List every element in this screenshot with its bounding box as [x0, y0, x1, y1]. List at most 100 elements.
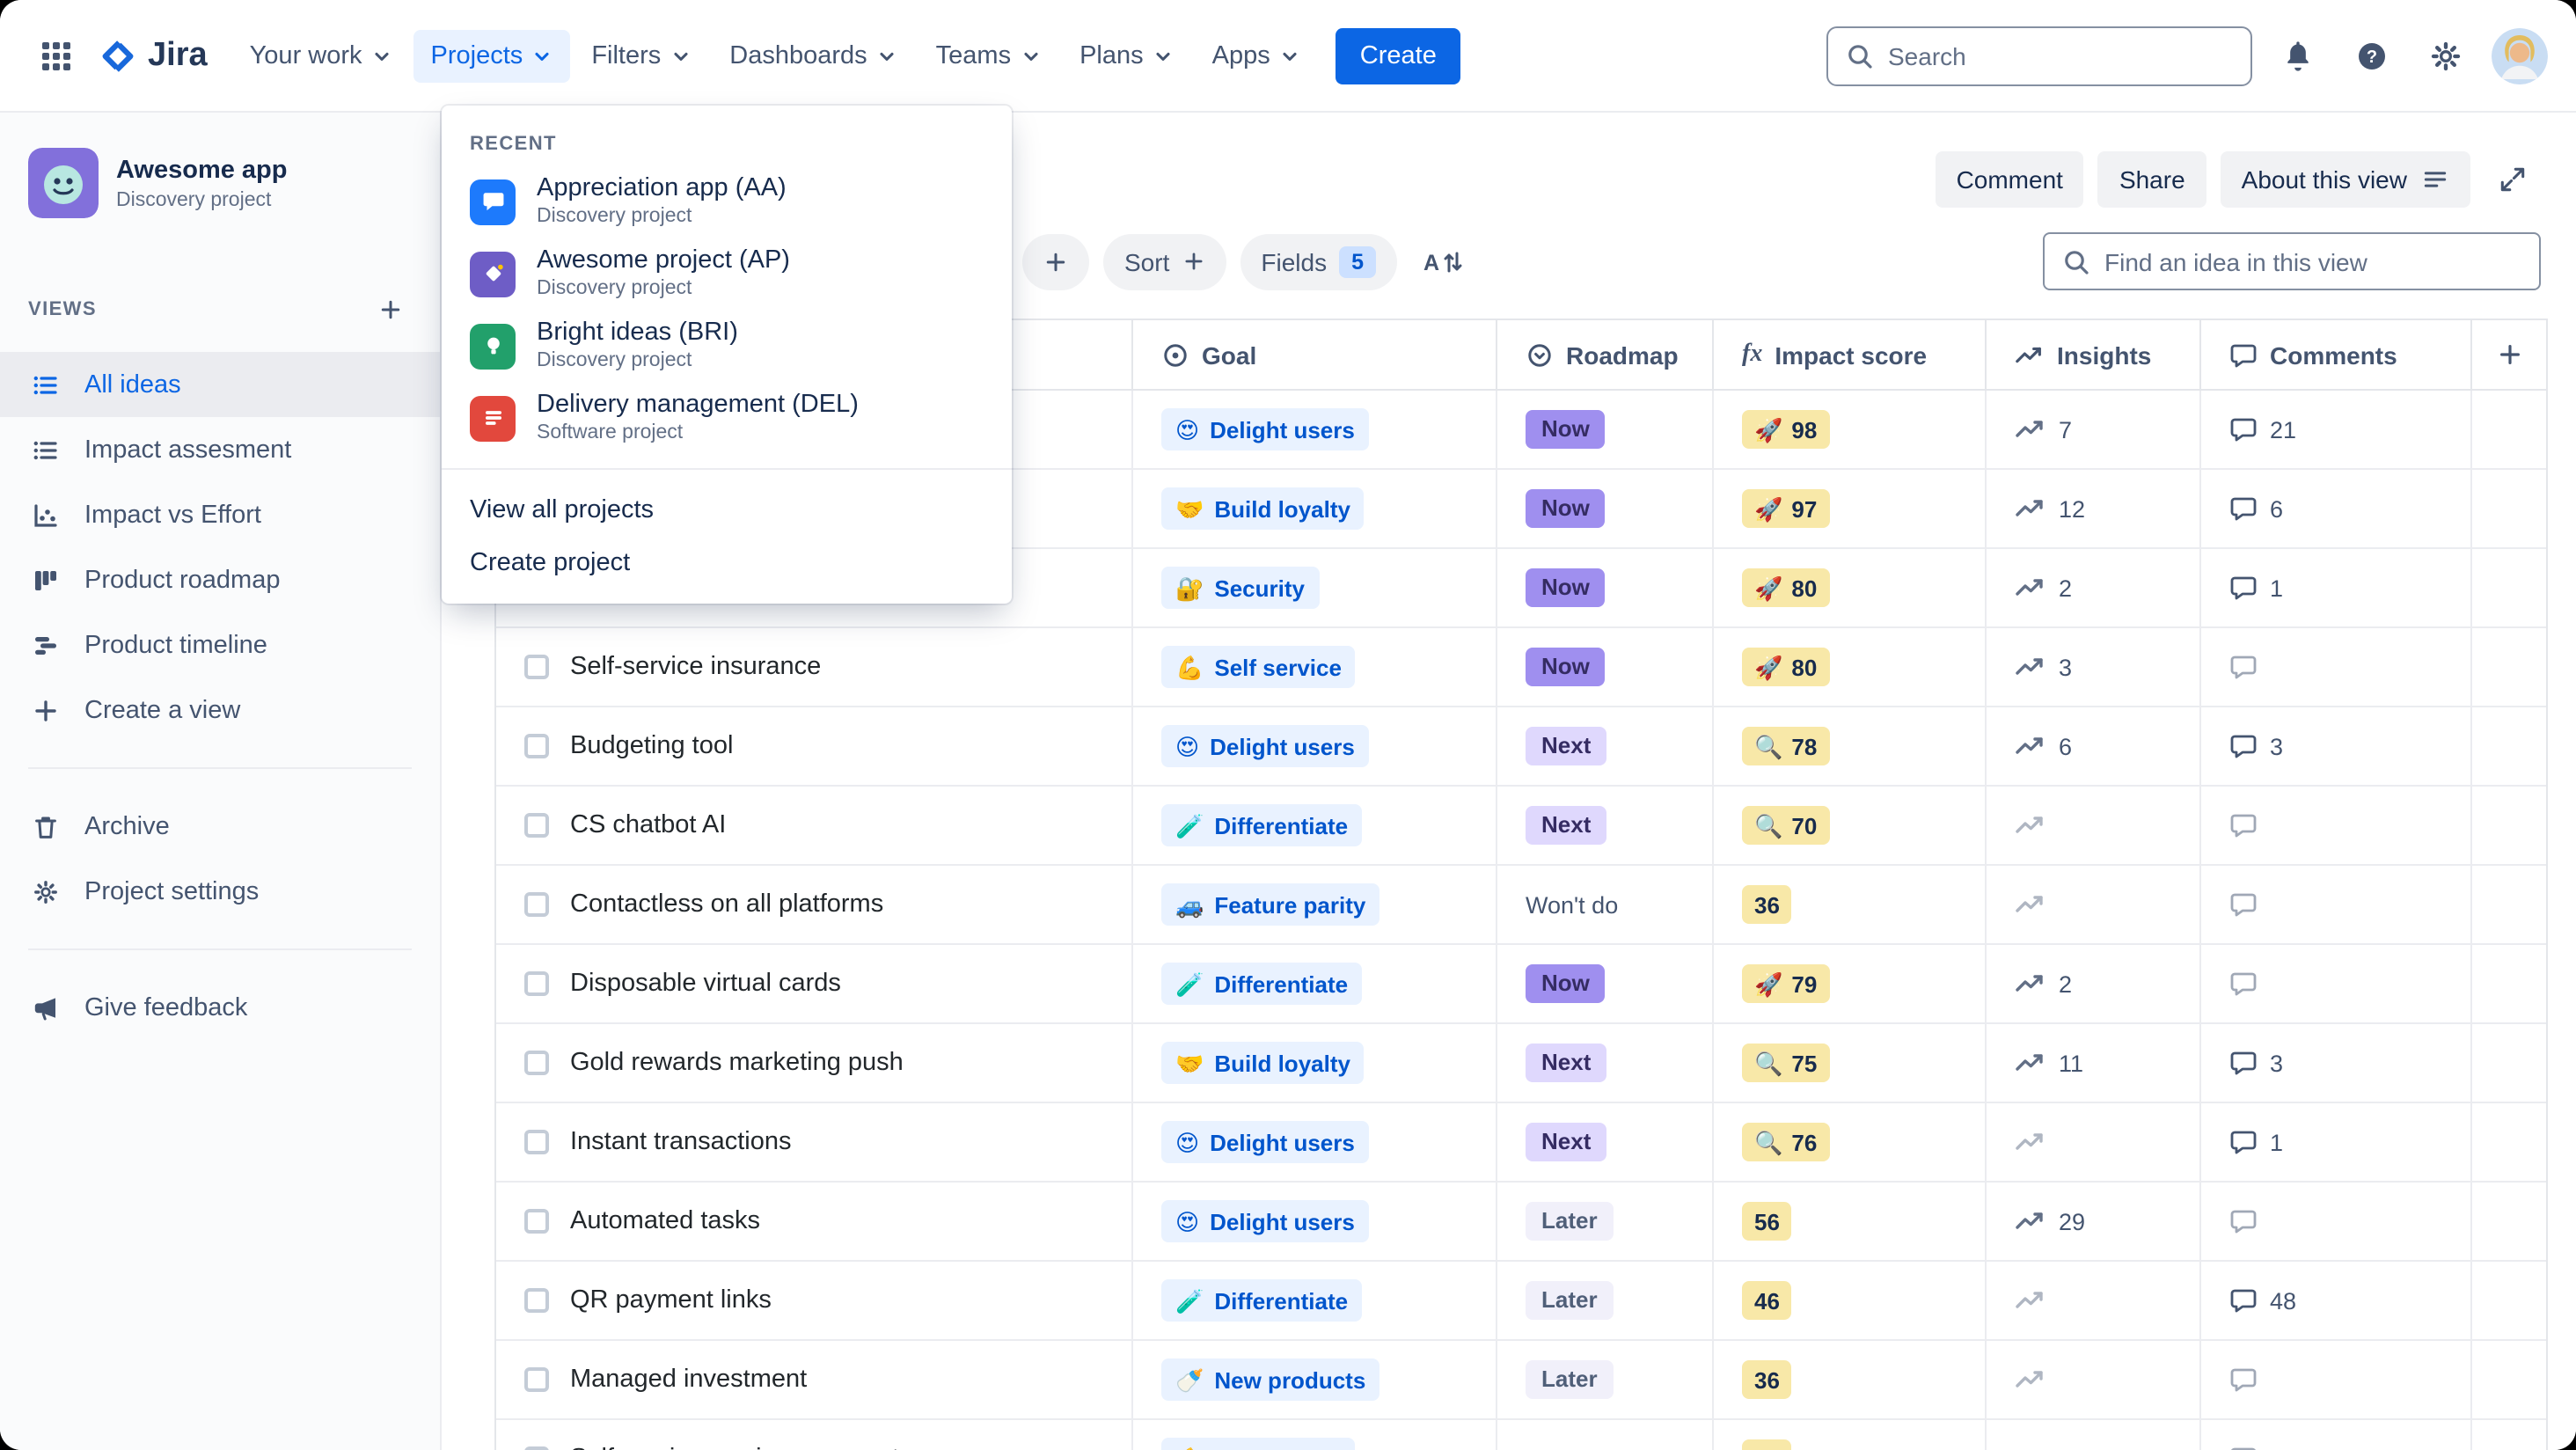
roadmap-cell[interactable]: Next — [1497, 1103, 1714, 1183]
goal-cell[interactable]: 💪Self service — [1133, 628, 1497, 707]
recent-project-delivery-management[interactable]: Delivery management (DEL) Software proje… — [442, 382, 1012, 454]
impact-score-cell[interactable]: 🔍 70 — [1714, 787, 1987, 866]
comments-cell[interactable] — [2201, 1420, 2472, 1450]
idea-title-cell[interactable]: CS chatbot AI — [496, 787, 1133, 866]
table-row[interactable]: QR payment links 🧪 Differentiate Later 46… — [496, 1262, 2546, 1341]
insights-cell[interactable]: 2 — [1987, 549, 2201, 628]
impact-score-cell[interactable]: 55 — [1714, 1420, 1987, 1450]
insights-cell[interactable]: 12 — [1987, 470, 2201, 549]
comments-cell[interactable]: 3 — [2201, 707, 2472, 787]
roadmap-cell[interactable]: Now — [1497, 470, 1714, 549]
create-project-item[interactable]: Create project — [470, 549, 631, 577]
insights-cell[interactable]: 29 — [1987, 1183, 2201, 1262]
goal-cell[interactable]: 🚙 Feature parity — [1133, 866, 1497, 945]
goal-cell[interactable]: 🧪 Differentiate — [1133, 1262, 1497, 1341]
sidebar-item-create-a-view[interactable]: Create a view — [0, 677, 440, 743]
goal-pill[interactable]: 😍 Delight users — [1161, 1200, 1369, 1242]
table-row[interactable]: Self service: savings accounts 💪Self ser… — [496, 1420, 2546, 1450]
create-button[interactable]: Create — [1335, 27, 1461, 84]
roadmap-value[interactable]: Won't do — [1526, 891, 1619, 918]
col-header-comments[interactable]: Comments — [2201, 320, 2472, 391]
goal-pill[interactable]: 🔐 Security — [1161, 567, 1319, 609]
roadmap-cell[interactable]: Next — [1497, 1024, 1714, 1103]
sidebar-item-give-feedback[interactable]: Give feedback — [0, 975, 440, 1040]
insights-cell[interactable] — [1987, 866, 2201, 945]
comments-cell[interactable] — [2201, 1341, 2472, 1420]
sidebar-item-product-roadmap[interactable]: Product roadmap — [0, 547, 440, 612]
goal-pill[interactable]: 🚙 Feature parity — [1161, 883, 1380, 926]
impact-score-cell[interactable]: 🔍 76 — [1714, 1103, 1987, 1183]
table-row[interactable]: 😍 Delight users Now 🚀 98 7 21 — [496, 391, 2546, 470]
goal-cell[interactable]: 😍 Delight users — [1133, 707, 1497, 787]
idea-title-cell[interactable]: Self service: savings accounts — [496, 1420, 1133, 1450]
roadmap-pill[interactable]: Now — [1526, 568, 1606, 607]
roadmap-cell[interactable]: Next — [1497, 787, 1714, 866]
idea-title-cell[interactable]: QR payment links — [496, 1262, 1133, 1341]
comments-cell[interactable] — [2201, 628, 2472, 707]
search-input[interactable] — [1888, 41, 2233, 70]
table-row[interactable]: Self-service insurance 💪 Self service Now… — [496, 628, 2546, 707]
goal-pill[interactable]: 🧪 Differentiate — [1161, 963, 1363, 1005]
table-row[interactable]: Automated tasks 😍 Delight users Later 56 … — [496, 1183, 2546, 1262]
roadmap-cell[interactable]: Won't do — [1497, 1420, 1714, 1450]
row-checkbox[interactable] — [524, 1051, 549, 1075]
insights-cell[interactable]: 2 — [1987, 945, 2201, 1024]
add-view-button[interactable] — [370, 289, 412, 331]
col-header-goal[interactable]: Goal — [1133, 320, 1497, 391]
goal-cell[interactable]: 😍 Delight users — [1133, 1103, 1497, 1183]
impact-score-cell[interactable]: 36 — [1714, 1341, 1987, 1420]
sidebar-item-impact-vs-effort[interactable]: Impact vs Effort — [0, 482, 440, 547]
goal-pill[interactable]: 🤝 Build loyalty — [1161, 487, 1365, 530]
table-row[interactable]: Managed investment 🍼 New products Later 3… — [496, 1341, 2546, 1420]
goal-pill[interactable]: 😍 Delight users — [1161, 408, 1369, 450]
impact-score-cell[interactable]: 🔍 75 — [1714, 1024, 1987, 1103]
comments-cell[interactable]: 48 — [2201, 1262, 2472, 1341]
impact-score-cell[interactable]: 46 — [1714, 1262, 1987, 1341]
goal-pill[interactable]: 😍 Delight users — [1161, 725, 1369, 767]
idea-title-cell[interactable]: Instant transactions — [496, 1103, 1133, 1183]
recent-project-bright-ideas[interactable]: Bright ideas (BRI) Discovery project — [442, 310, 1012, 382]
insights-cell[interactable] — [1987, 1341, 2201, 1420]
filter-add-chip[interactable] — [1022, 233, 1089, 289]
row-checkbox[interactable] — [524, 1209, 549, 1234]
view-all-projects-item[interactable]: View all projects — [470, 496, 655, 524]
fullscreen-button[interactable] — [2485, 151, 2541, 208]
table-row[interactable]: Contactless on all platforms 🚙 Feature pa… — [496, 866, 2546, 945]
roadmap-cell[interactable]: Now — [1497, 945, 1714, 1024]
comments-cell[interactable] — [2201, 945, 2472, 1024]
share-button[interactable]: Share — [2097, 151, 2206, 208]
idea-title-cell[interactable]: Self-service insurance — [496, 628, 1133, 707]
goal-cell[interactable]: 🤝 Build loyalty — [1133, 470, 1497, 549]
impact-score-cell[interactable]: 56 — [1714, 1183, 1987, 1262]
table-row[interactable]: Disposable virtual cards 🧪 Differentiate … — [496, 945, 2546, 1024]
goal-pill[interactable]: 🧪 Differentiate — [1161, 804, 1363, 846]
idea-title-cell[interactable]: Contactless on all platforms — [496, 866, 1133, 945]
row-checkbox[interactable] — [524, 971, 549, 996]
goal-cell[interactable]: 😍 Delight users — [1133, 1183, 1497, 1262]
roadmap-pill[interactable]: Next — [1526, 1123, 1607, 1161]
comment-button[interactable]: Comment — [1935, 151, 2084, 208]
roadmap-pill[interactable]: Now — [1526, 410, 1606, 449]
roadmap-cell[interactable]: Later — [1497, 1341, 1714, 1420]
goal-pill[interactable]: 🧪 Differentiate — [1161, 1279, 1363, 1322]
nav-projects[interactable]: Projects — [413, 29, 571, 82]
insights-cell[interactable]: 11 — [1987, 1024, 2201, 1103]
roadmap-cell[interactable]: Later — [1497, 1262, 1714, 1341]
jira-logo[interactable]: Jira — [88, 36, 229, 75]
roadmap-cell[interactable]: Won't do — [1497, 866, 1714, 945]
row-checkbox[interactable] — [524, 1446, 549, 1450]
app-switcher-button[interactable] — [28, 27, 84, 84]
impact-score-cell[interactable]: 🚀 97 — [1714, 470, 1987, 549]
roadmap-pill[interactable]: Now — [1526, 648, 1606, 686]
user-avatar[interactable] — [2492, 27, 2548, 84]
goal-pill[interactable]: 😍 Delight users — [1161, 1121, 1369, 1163]
sidebar-item-impact-assesment[interactable]: Impact assesment — [0, 417, 440, 482]
comments-cell[interactable]: 1 — [2201, 1103, 2472, 1183]
col-header-impact[interactable]: fx Impact score — [1714, 320, 1987, 391]
insights-cell[interactable] — [1987, 1262, 2201, 1341]
sort-chip[interactable]: Sort — [1103, 233, 1226, 289]
comments-cell[interactable]: 6 — [2201, 470, 2472, 549]
table-row[interactable]: Gold rewards marketing push 🤝 Build loyal… — [496, 1024, 2546, 1103]
roadmap-pill[interactable]: Next — [1526, 806, 1607, 845]
comments-cell[interactable] — [2201, 866, 2472, 945]
